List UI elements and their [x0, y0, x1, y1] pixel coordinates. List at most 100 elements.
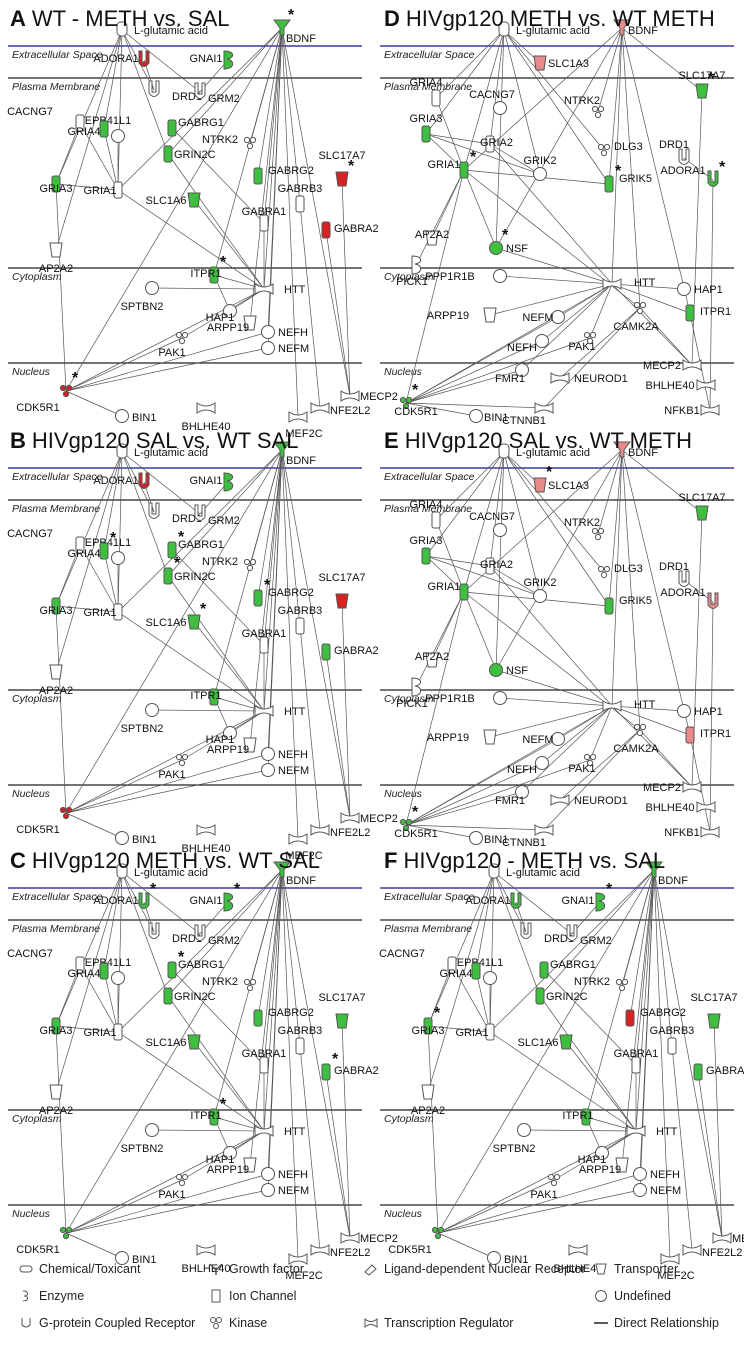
node-bdnf[interactable]: BDNF — [613, 441, 658, 459]
node-arpp19[interactable]: ARPP19 — [427, 307, 497, 323]
node-arpp19[interactable]: ARPP19 — [207, 315, 257, 334]
node-gabrg1[interactable]: GABRG1 — [167, 117, 224, 137]
node-epb41l1[interactable]: EPB41L1 — [457, 957, 503, 985]
node-htt[interactable]: HTT — [602, 277, 656, 290]
node-arpp19[interactable]: ARPP19 — [427, 729, 497, 745]
node-slc17a7[interactable]: SLC17A7* — [678, 70, 726, 99]
node-bdnf[interactable]: BDNF * — [273, 7, 316, 45]
node-grm2[interactable]: GRM2 — [566, 924, 612, 947]
node-ap2a2[interactable]: AP2A2 — [39, 664, 73, 697]
node-itpr1[interactable]: ITPR1 — [685, 304, 731, 322]
node-hap1[interactable]: HAP1 — [677, 704, 723, 719]
node-bin1[interactable]: BIN1 — [469, 831, 509, 847]
node-nefm[interactable]: NEFM — [261, 763, 310, 778]
node-nefm[interactable]: NEFM — [261, 341, 310, 356]
node-l-glutamic-acid[interactable]: L-glutamic acid — [488, 863, 580, 879]
node-cacng7[interactable]: CACNG7 — [7, 948, 85, 974]
node-sptbn2[interactable]: SPTBN2 — [493, 1123, 536, 1156]
node-neurod1[interactable]: NEUROD1 — [550, 372, 628, 385]
node-ap2a2[interactable]: AP2A2 — [39, 242, 73, 275]
node-bin1[interactable]: BIN1 — [487, 1251, 529, 1267]
node-gria3[interactable]: GRIA3 * — [411, 1005, 444, 1037]
node-cacng7[interactable]: CACNG7 — [469, 511, 515, 537]
node-gria3[interactable]: GRIA3 — [39, 1017, 73, 1037]
node-gabrg2[interactable]: GABRG2* — [253, 577, 314, 607]
node-gnai1[interactable]: GNAI1 — [189, 472, 234, 492]
node-nsf[interactable]: NSF — [489, 663, 529, 678]
node-bhlhe40[interactable]: BHLHE40 — [182, 1244, 231, 1275]
node-gria1[interactable]: GRIA1 — [83, 181, 123, 199]
node-gria3[interactable]: GRIA3 — [39, 597, 73, 617]
node-slc1a6[interactable]: SLC1A6 — [146, 192, 201, 208]
node-cdk5r1[interactable]: CDK5R1 — [16, 1226, 73, 1256]
node-grin2c[interactable]: GRIN2C — [535, 987, 588, 1005]
node-hap1[interactable]: HAP1 — [206, 726, 237, 747]
node-l-glutamic-acid[interactable]: L-glutamic acid — [116, 21, 208, 37]
node-ppp1r1b[interactable]: PPP1R1B — [425, 691, 507, 706]
node-ap2a2[interactable]: AP2A2 — [39, 1084, 73, 1117]
node-gabrg2[interactable]: GABRG2 — [253, 165, 314, 185]
node-drd1[interactable]: DRD1 — [148, 80, 202, 103]
node-dlg3[interactable]: DLG3 — [597, 563, 643, 579]
node-gnai1[interactable]: GNAI1 * — [561, 881, 613, 912]
node-adora1[interactable]: ADORA1 — [660, 587, 719, 609]
node-adora1[interactable]: ADORA1 — [93, 50, 150, 67]
node-gabrg1[interactable]: GABRG1* — [167, 949, 224, 979]
node-nfkb1[interactable]: NFKB1 — [664, 826, 720, 839]
node-gria1[interactable]: GRIA1 — [427, 581, 469, 601]
node-itpr1[interactable]: ITPR1 — [190, 688, 222, 706]
node-gria1[interactable]: GRIA1 — [83, 1023, 123, 1041]
node-neurod1[interactable]: NEUROD1 — [550, 794, 628, 807]
node-dlg3[interactable]: DLG3 — [597, 141, 643, 157]
node-itpr1[interactable]: ITPR1* — [190, 1096, 227, 1126]
node-bhlhe40[interactable]: BHLHE40 — [646, 801, 716, 814]
node-nefh[interactable]: NEFH — [261, 747, 309, 762]
node-camk2a[interactable]: CAMK2A — [613, 301, 659, 333]
node-itpr1[interactable]: ITPR1* — [190, 254, 227, 284]
node-grik2[interactable]: GRIK2 — [523, 577, 557, 603]
node-mecp2[interactable]: MECP2 — [643, 359, 702, 372]
node-bdnf[interactable]: BDNF — [273, 861, 316, 887]
node-adora1[interactable]: ADORA1 * — [93, 881, 157, 909]
node-drd1[interactable]: DRD1 — [148, 922, 202, 945]
node-htt[interactable]: HTT — [602, 699, 656, 712]
node-gabrb3[interactable]: GABRB3 — [650, 1025, 695, 1055]
node-gabra1[interactable]: GABRA1 — [242, 1048, 287, 1074]
node-bin1[interactable]: BIN1 — [469, 409, 509, 425]
node-ctnnb1[interactable]: CTNNB1 — [502, 402, 554, 427]
node-gabrb3[interactable]: GABRB3 — [278, 1025, 323, 1055]
node-mef2c[interactable]: MEF2C — [285, 833, 323, 862]
node-grik5[interactable]: GRIK5* — [604, 163, 652, 193]
node-gabrg2[interactable]: GABRG2 — [253, 1007, 314, 1027]
node-gria2[interactable]: GRIA2 — [480, 557, 513, 575]
node-drd1[interactable]: DRD1 — [148, 502, 202, 525]
node-nefm[interactable]: NEFM — [522, 732, 565, 747]
node-slc17a7[interactable]: SLC17A7 — [678, 492, 726, 521]
node-grin2c[interactable]: GRIN2C — [163, 987, 216, 1005]
node-pick1[interactable]: PICK1 — [396, 255, 428, 288]
node-l-glutamic-acid[interactable]: L-glutamic acid — [116, 863, 208, 879]
node-pak1[interactable]: PAK1 — [158, 1173, 189, 1201]
node-hap1[interactable]: HAP1 — [206, 1146, 237, 1167]
node-gabra1[interactable]: GABRA1 — [242, 628, 287, 654]
node-sptbn2[interactable]: SPTBN2 — [121, 703, 164, 736]
node-sptbn2[interactable]: SPTBN2 — [121, 281, 164, 314]
node-gria1[interactable]: GRIA1 — [83, 603, 123, 621]
node-gria3[interactable]: GRIA3 — [409, 113, 443, 143]
node-pak1[interactable]: PAK1 — [530, 1173, 561, 1201]
node-pick1[interactable]: PICK1 — [396, 677, 428, 710]
node-drd1[interactable]: DRD1 — [659, 139, 690, 165]
node-grm2[interactable]: GRM2 — [194, 504, 240, 527]
node-mecp2[interactable]: MECP2 — [712, 1232, 744, 1245]
node-slc17a7[interactable]: SLC17A7 — [318, 572, 366, 609]
node-ntrk2[interactable]: NTRK2 — [564, 95, 605, 119]
node-nfe2l2[interactable]: NFE2L2 — [310, 402, 370, 417]
node-gnai1[interactable]: GNAI1 * — [189, 881, 241, 912]
node-cdk5r1[interactable]: CDK5R1 * — [16, 370, 79, 414]
node-nefh[interactable]: NEFH — [507, 334, 549, 355]
node-pak1[interactable]: PAK1 — [158, 331, 189, 359]
node-bdnf[interactable]: BDNF — [273, 441, 316, 467]
node-adora1[interactable]: ADORA1 — [93, 472, 150, 489]
node-nefh[interactable]: NEFH — [261, 325, 309, 340]
node-bdnf[interactable]: BDNF — [613, 19, 658, 37]
